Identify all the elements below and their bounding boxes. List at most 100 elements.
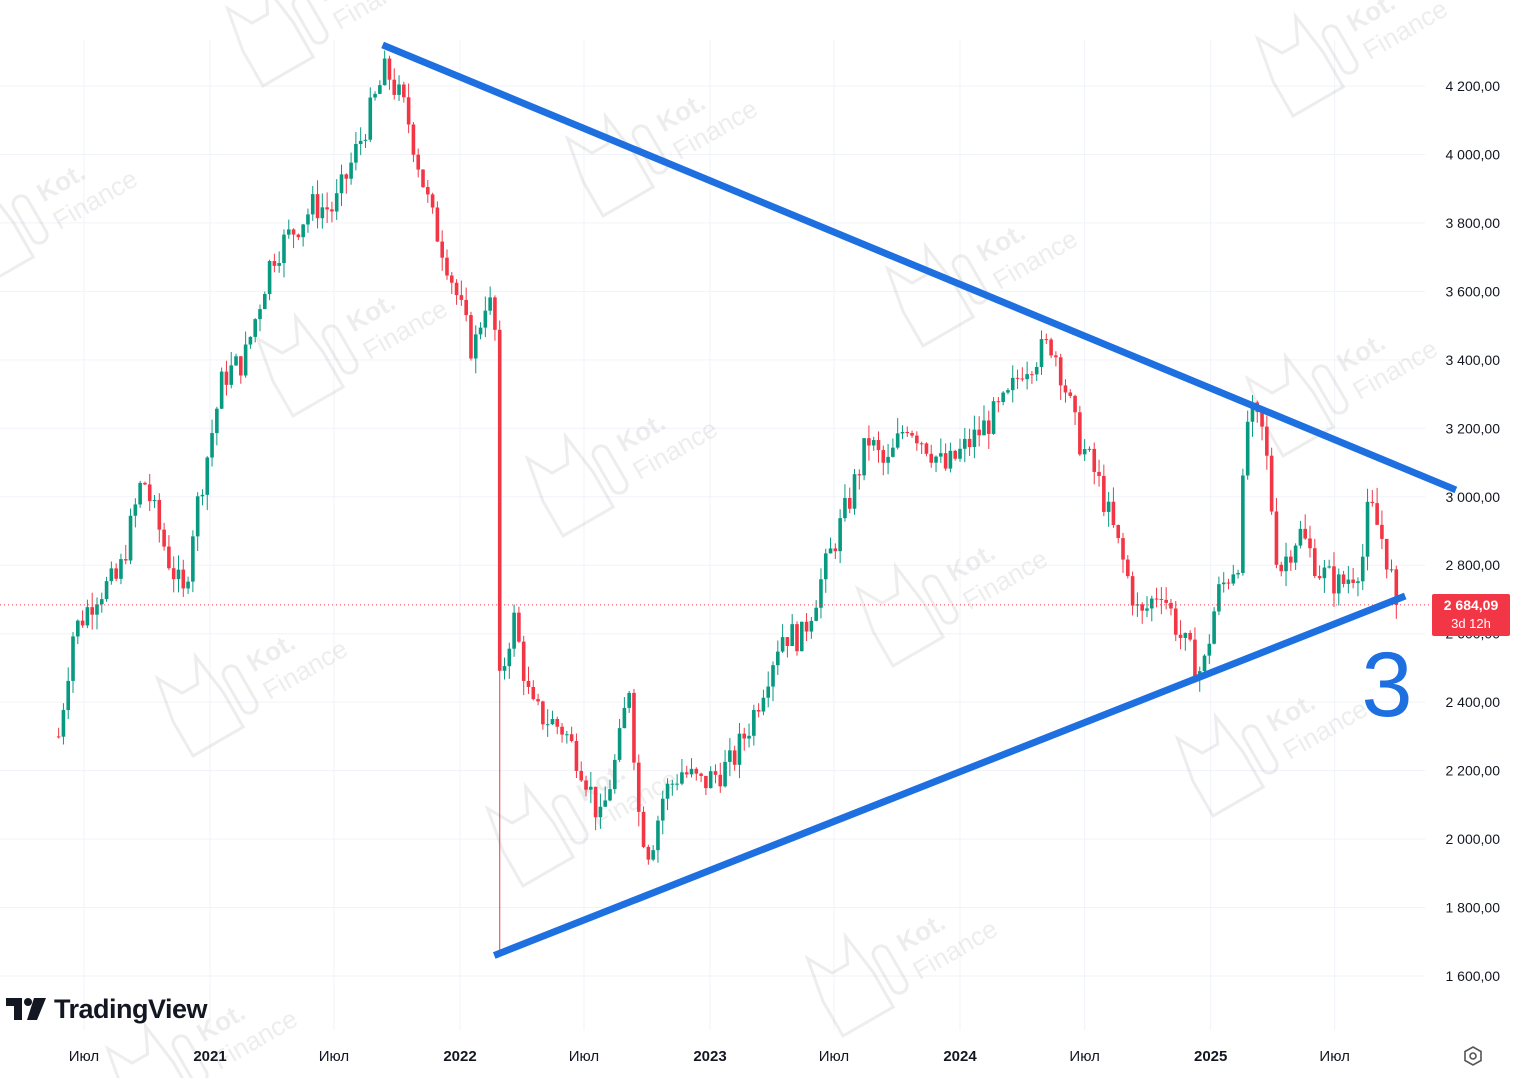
svg-text:Finance: Finance [327,0,422,36]
candle-body [430,194,435,208]
candle-body [555,719,560,727]
candle-body [1207,643,1212,656]
candle-body [804,621,809,632]
candle-body [589,786,593,790]
candle-body [1145,608,1149,611]
candle-body [358,140,363,145]
candle-body [469,315,473,359]
candle-body [776,651,780,666]
candle-body [780,637,785,652]
candle-body [867,438,871,446]
candle-body [334,193,339,212]
watermark: Kot.Finance [254,287,453,419]
watermark: Kot.Finance [804,907,1003,1039]
candle-body [128,515,133,561]
candle-body [262,294,267,310]
candle-body [986,420,991,434]
candle-body [1068,392,1073,396]
candle-body [243,344,248,376]
candle-body [1010,377,1015,391]
candle-body [99,599,104,605]
x-tick-label: Июл [1069,1048,1099,1065]
candle-body [1106,501,1111,512]
candle-body [354,144,358,163]
settings-icon[interactable] [1462,1045,1484,1067]
watermark: Kot.Finance [484,757,683,889]
candle-body [85,607,90,626]
candle-body [574,741,579,771]
candle-body [684,772,689,775]
trendline-upper[interactable] [381,41,1458,494]
candle-body [814,607,818,621]
candle-body [123,559,128,561]
candle-body [56,736,61,738]
candle-body [282,234,286,264]
candle-body [133,504,138,516]
current-price-value: 2 684,09 [1443,597,1499,613]
candle-body [603,800,608,807]
candle-body [1173,608,1178,635]
candle-body [449,275,454,283]
candle-body [934,456,938,463]
candle-body [138,482,142,505]
y-tick-label: 2 800,00 [1446,557,1501,573]
candle-body [1135,604,1140,606]
candle-body [114,568,118,579]
candle-body [325,207,329,210]
trendline-lower[interactable] [492,592,1407,959]
candle-body [176,569,181,580]
watermark: Kot.Finance [0,157,143,289]
candle-body [147,484,152,502]
candle-body [1164,599,1168,603]
candle-body [426,187,430,195]
candle-body [1327,566,1331,568]
x-tick-label: 2021 [193,1048,226,1065]
candle-body [915,435,919,444]
candle-body [464,299,468,316]
watermark-layer: Kot.Finance Kot.Finance Kot.Finance Kot.Fin… [0,0,1453,1083]
candle-body [344,174,349,179]
candle-body [1001,392,1005,403]
candle-body [66,680,71,711]
candle-body [1370,501,1375,504]
candle-body [962,438,967,449]
candle-body [1394,569,1399,605]
candle-body [445,257,449,276]
candle-body [277,263,281,266]
candle-body [972,429,977,448]
candle-body [886,456,890,463]
candle-body [406,97,411,125]
candle-body [723,761,727,787]
candles [56,50,1399,956]
candle-body [541,701,545,725]
candle-body [109,568,114,582]
candle-body [421,169,425,188]
candle-body [1351,579,1355,583]
candle-body [656,820,660,851]
candle-body [1058,357,1063,386]
candle-body [191,536,195,582]
candle-body [171,568,176,580]
candle-body [1360,556,1365,582]
candle-body [1241,475,1245,573]
candle-body [560,726,564,735]
trendlines[interactable] [381,41,1458,959]
tradingview-logo[interactable]: TradingView [6,992,208,1026]
candle-body [1116,524,1121,539]
watermark: Kot.Finance [1254,0,1453,119]
candle-body [1365,501,1370,557]
tradingview-logo-icon [6,998,46,1020]
candle-body [1332,566,1336,594]
candle-body [1188,632,1192,640]
x-tick-label: Июл [819,1048,849,1065]
candle-body [1284,556,1288,572]
candle-body [248,336,253,345]
candle-body [397,84,401,95]
candle-body [1102,475,1106,512]
current-price-badge: 2 684,09 3d 12h [1432,594,1510,636]
candle-body [756,710,761,712]
candle-body [517,612,521,642]
candle-body [373,93,377,98]
